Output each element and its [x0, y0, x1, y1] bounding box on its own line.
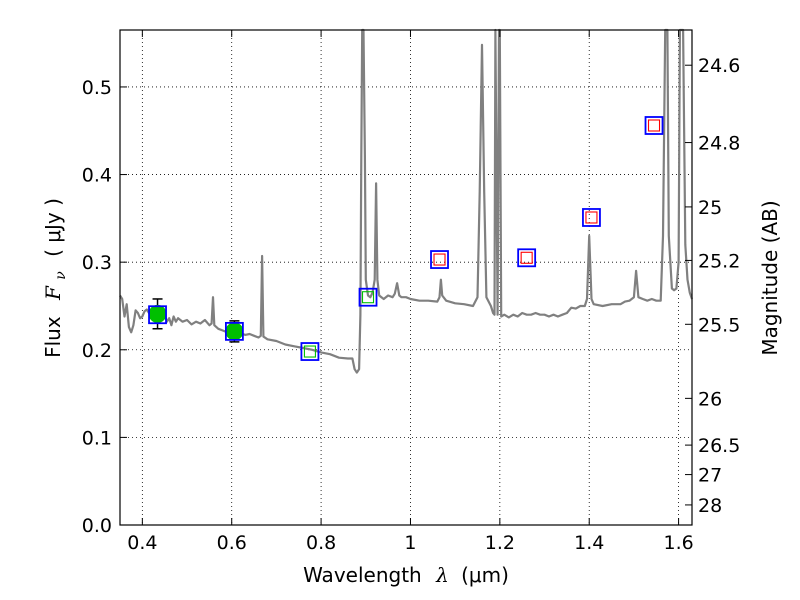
synthetic-point: [300, 342, 320, 361]
y-axis-label-symbol: F: [41, 285, 65, 301]
x-tick-label: 1.6: [663, 532, 693, 554]
tick-layer: 0.4 0.6 0.8 1 1.2 1.4 1.6 0.0 0.1 0.2 0.3 0.4 0.5 24.…: [82, 30, 740, 554]
synthetic-point: [148, 305, 167, 325]
y2-tick-label: 26: [698, 388, 722, 410]
y-axis-label: Flux F ν ( μJy ): [41, 198, 70, 358]
x-tick-label: 1: [404, 532, 416, 554]
synthetic-point: [224, 321, 244, 341]
inner-green-marker: [303, 345, 316, 358]
measured-point: [225, 322, 244, 341]
y2-tick-label: 24.8: [698, 133, 740, 155]
spectrum-line: [119, 28, 694, 374]
y-tick-label: 0.4: [82, 165, 112, 187]
x-tick-label: 1.4: [574, 532, 604, 554]
marker-layer: [148, 116, 664, 361]
synthetic-point: [582, 208, 601, 227]
y-tick-label: 0.0: [82, 515, 112, 537]
y2-tick-label: 26.5: [698, 435, 740, 457]
y2-tick-label: 24.6: [698, 55, 740, 77]
y-axis-label-subscript: ν: [53, 271, 69, 280]
y-tick-label: 0.5: [82, 77, 112, 99]
synthetic-point: [517, 248, 537, 268]
inner-red-marker: [433, 253, 446, 266]
inner-green-marker: [361, 291, 375, 304]
spectrum-layer: [119, 28, 694, 374]
synthetic-point: [358, 287, 378, 307]
y-axis-label-text: Flux: [41, 316, 65, 358]
y-tick-label: 0.3: [82, 252, 112, 274]
inner-red-marker: [647, 119, 661, 132]
synthetic-point: [430, 250, 449, 269]
inner-red-marker: [585, 211, 598, 224]
inner-red-marker: [520, 251, 533, 264]
y2-tick-label: 25.2: [698, 250, 740, 272]
x-axis-label: Wavelength λ (μm): [303, 563, 509, 587]
plot-frame: [119, 29, 693, 526]
y-axis-label-unit: ( μJy ): [41, 198, 65, 257]
y-tick-label: 0.1: [82, 427, 112, 449]
x-tick-label: 0.8: [306, 532, 336, 554]
y2-tick-label: 27: [698, 465, 722, 487]
x-tick-label: 0.4: [127, 532, 157, 554]
measured-point: [148, 304, 167, 323]
y2-tick-label: 25.5: [698, 314, 740, 336]
x-axis-label-symbol: λ: [435, 563, 449, 587]
y2-axis-label: Magnitude (AB): [758, 200, 782, 355]
grid-layer: [120, 30, 692, 526]
x-tick-label: 0.6: [217, 532, 247, 554]
synthetic-point: [644, 116, 664, 135]
x-axis-label-unit: (μm): [461, 563, 509, 587]
y2-tick-label: 25: [698, 197, 722, 219]
y-tick-label: 0.2: [82, 340, 112, 362]
x-tick-label: 1.2: [485, 532, 515, 554]
y2-tick-label: 28: [698, 495, 722, 517]
x-axis-label-text: Wavelength: [303, 563, 422, 587]
